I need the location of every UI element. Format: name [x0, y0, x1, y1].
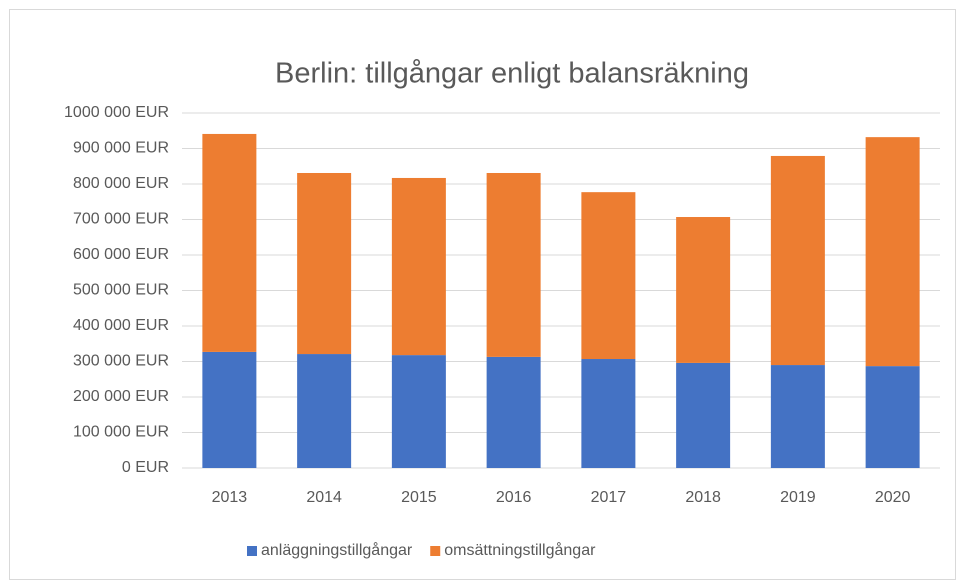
x-tick-label: 2019 — [780, 489, 816, 506]
bar-segment — [865, 137, 920, 367]
x-tick-label: 2018 — [685, 489, 721, 506]
bar-segment — [297, 354, 352, 468]
chart-title: Berlin: tillgångar enligt balansräkning — [275, 58, 749, 90]
bar-segment — [391, 177, 446, 356]
bar-segment — [770, 155, 825, 366]
x-tick-label: 2013 — [212, 489, 248, 506]
x-tick-label: 2016 — [496, 489, 532, 506]
legend-label: anläggningstillgångar — [261, 541, 413, 559]
bar-segment — [297, 172, 352, 355]
bar-segment — [676, 217, 731, 363]
y-tick-label: 100 000 EUR — [73, 424, 169, 441]
y-tick-label: 400 000 EUR — [73, 317, 169, 334]
y-tick-label: 800 000 EUR — [73, 175, 169, 192]
y-tick-label: 900 000 EUR — [73, 140, 169, 157]
y-tick-label: 700 000 EUR — [73, 211, 169, 228]
x-tick-label: 2014 — [306, 489, 342, 506]
legend-swatch — [247, 546, 257, 556]
x-tick-label: 2017 — [591, 489, 627, 506]
bar-segment — [581, 359, 636, 468]
y-tick-label: 300 000 EUR — [73, 353, 169, 370]
legend-label: omsättningstillgångar — [444, 541, 596, 559]
bar-segment — [202, 133, 257, 352]
bar-segment — [202, 351, 257, 468]
bar-segment — [486, 356, 541, 468]
y-tick-label: 500 000 EUR — [73, 282, 169, 299]
y-tick-label: 200 000 EUR — [73, 388, 169, 405]
bar-segment — [865, 366, 920, 468]
legend-swatch — [430, 546, 441, 556]
y-tick-label: 0 EUR — [122, 459, 169, 476]
bar-segment — [676, 362, 731, 468]
y-tick-label: 600 000 EUR — [73, 246, 169, 263]
bar-segment — [486, 172, 541, 357]
y-tick-label: 1000 000 EUR — [64, 104, 169, 121]
bar-segment — [770, 365, 825, 468]
x-tick-label: 2015 — [401, 489, 437, 506]
bar-segment — [581, 192, 636, 360]
x-tick-label: 2020 — [875, 489, 911, 506]
bar-segment — [391, 355, 446, 468]
